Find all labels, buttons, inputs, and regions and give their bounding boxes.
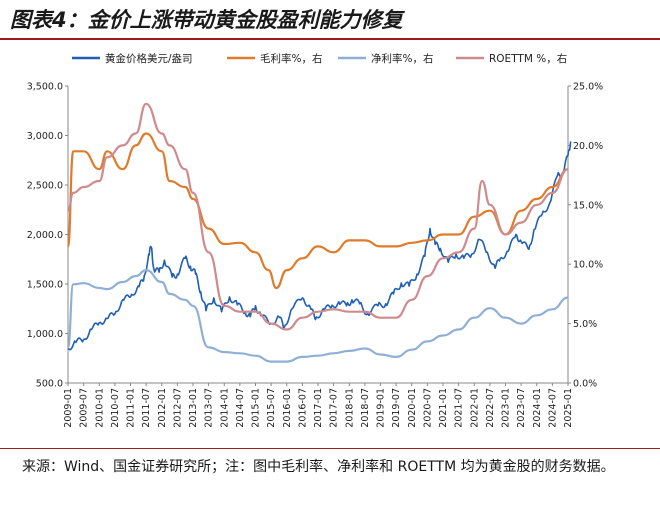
legend-label: 黄金价格美元/盎司 [105, 52, 193, 65]
axes: 500.0 1,000.0 1,500.0 2,000.0 2,500.0 3,000.0… [27, 82, 603, 428]
x-tick-label: 2023-07 [516, 388, 527, 428]
legend: 黄金价格美元/盎司 毛利率%，右 净利率%，右 ROETTM %，右 [72, 52, 567, 65]
x-tick-label: 2022-01 [469, 388, 480, 428]
x-tick-label: 2018-07 [360, 388, 371, 428]
figure-title: 图表4：金价上涨带动黄金股盈利能力修复 [10, 8, 403, 32]
chart-canvas: 黄金价格美元/盎司 毛利率%，右 净利率%，右 ROETTM %，右 500.0 1,0… [27, 52, 603, 428]
x-tick-label: 2021-01 [438, 388, 449, 428]
x-tick-label: 2017-01 [313, 388, 324, 428]
x-tick-label: 2024-07 [547, 388, 558, 428]
x-tick-label: 2013-01 [188, 388, 199, 428]
x-tick-label: 2012-01 [157, 388, 168, 428]
x-tick-label: 2015-07 [266, 388, 277, 428]
left-tick-label: 3,500.0 [27, 82, 63, 93]
x-tick-label: 2016-07 [297, 388, 308, 428]
x-tick-label: 2015-01 [251, 388, 262, 428]
series-line-1 [66, 132, 569, 290]
x-tick-label: 2009-01 [63, 388, 74, 428]
legend-label: 净利率%，右 [371, 52, 433, 65]
right-tick-label: 5.0% [573, 319, 597, 330]
left-tick-label: 500.0 [36, 379, 63, 390]
series-line-2 [66, 269, 569, 363]
x-tick-label: 2025-01 [563, 388, 574, 428]
x-tick-label: 2020-07 [422, 388, 433, 428]
right-tick-label: 15.0% [573, 200, 603, 211]
left-tick-label: 3,000.0 [27, 131, 63, 142]
left-tick-label: 2,500.0 [27, 181, 63, 192]
left-tick-label: 2,000.0 [27, 230, 63, 241]
x-tick-label: 2013-07 [204, 388, 215, 428]
note-divider [0, 448, 660, 449]
x-tick-label: 2016-01 [282, 388, 293, 428]
x-tick-label: 2011-07 [141, 388, 152, 428]
x-tick-label: 2014-01 [219, 388, 230, 428]
series-line-0 [67, 141, 572, 351]
x-tick-label: 2010-01 [94, 388, 105, 428]
source-note: 来源：Wind、国金证券研究所；注：图中毛利率、净利率和 ROETTM 均为黄金… [22, 459, 615, 475]
x-tick-label: 2014-07 [235, 388, 246, 428]
right-tick-label: 0.0% [573, 379, 597, 390]
legend-label: ROETTM %，右 [489, 52, 567, 65]
x-tick-label: 2019-07 [391, 388, 402, 428]
right-tick-label: 10.0% [573, 260, 603, 271]
x-tick-label: 2017-07 [329, 388, 340, 428]
series-lines [66, 102, 572, 363]
x-tick-label: 2019-01 [376, 388, 387, 428]
x-tick-label: 2022-07 [485, 388, 496, 428]
x-tick-label: 2011-01 [126, 388, 137, 428]
x-tick-label: 2021-07 [454, 388, 465, 428]
legend-label: 毛利率%，右 [260, 52, 322, 65]
x-tick-label: 2024-01 [532, 388, 543, 428]
x-tick-label: 2009-07 [79, 388, 90, 428]
x-tick-label: 2023-01 [501, 388, 512, 428]
right-tick-label: 20.0% [573, 141, 603, 152]
title-divider [0, 38, 660, 40]
x-tick-label: 2020-01 [407, 388, 418, 428]
left-tick-label: 1,000.0 [27, 329, 63, 340]
series-line-3 [66, 102, 569, 331]
left-tick-label: 1,500.0 [27, 280, 63, 291]
x-tick-label: 2010-07 [110, 388, 121, 428]
right-tick-label: 25.0% [573, 82, 603, 93]
x-tick-label: 2018-01 [344, 388, 355, 428]
x-tick-label: 2012-07 [172, 388, 183, 428]
